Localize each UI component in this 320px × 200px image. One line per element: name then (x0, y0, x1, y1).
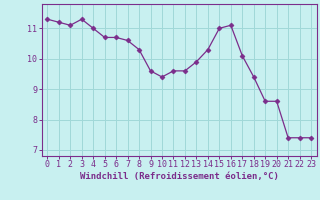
X-axis label: Windchill (Refroidissement éolien,°C): Windchill (Refroidissement éolien,°C) (80, 172, 279, 181)
